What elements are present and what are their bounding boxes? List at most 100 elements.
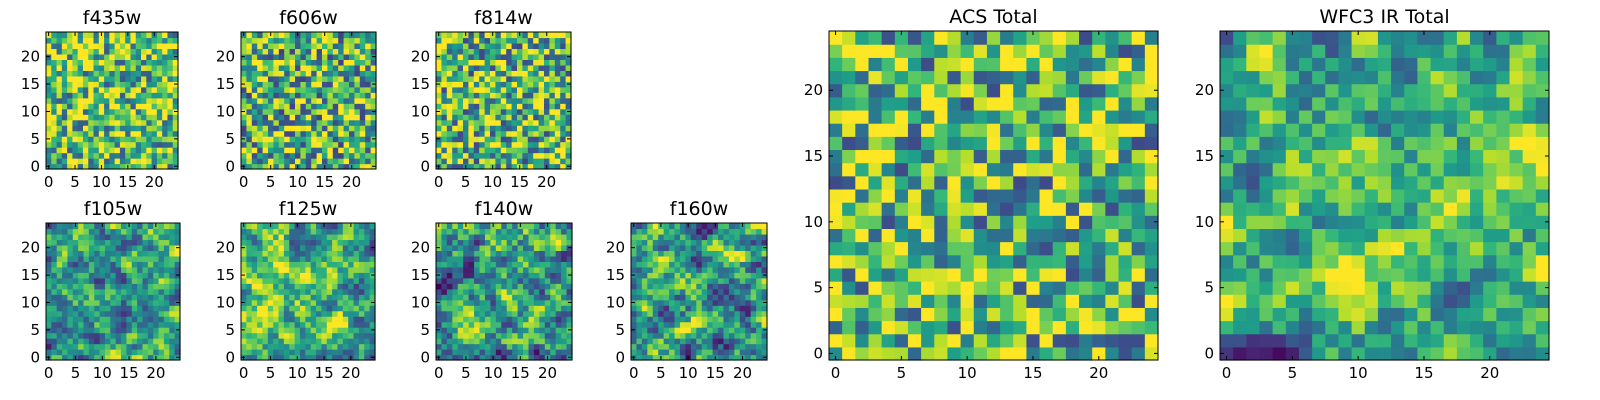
heatmap-cell bbox=[685, 332, 692, 339]
heatmap-cell bbox=[300, 125, 307, 132]
heatmap-cell bbox=[300, 59, 307, 66]
heatmap-cell bbox=[842, 241, 856, 256]
heatmap-cell bbox=[1013, 320, 1027, 335]
heatmap-cell bbox=[436, 343, 443, 350]
heatmap-cell bbox=[162, 130, 169, 137]
heatmap-cell bbox=[658, 316, 665, 323]
heatmap-cell bbox=[278, 288, 285, 295]
heatmap-cell bbox=[172, 37, 179, 44]
heatmap-cell bbox=[349, 136, 355, 143]
heatmap-cell bbox=[104, 239, 111, 246]
heatmap-cell bbox=[251, 272, 258, 279]
heatmap-cell bbox=[146, 103, 153, 110]
heatmap-cell bbox=[241, 158, 247, 165]
heatmap-cell bbox=[484, 114, 491, 121]
heatmap-cell bbox=[126, 294, 133, 301]
heatmap-cell bbox=[533, 223, 540, 230]
heatmap-cell bbox=[94, 288, 101, 295]
heatmap-cell bbox=[56, 59, 63, 66]
heatmap-cell bbox=[326, 244, 333, 251]
heatmap-cell bbox=[636, 327, 643, 334]
heatmap-cell bbox=[289, 288, 296, 295]
heatmap-cell bbox=[463, 332, 470, 339]
heatmap-cell bbox=[61, 75, 68, 82]
heatmap-cell bbox=[1079, 307, 1093, 322]
heatmap-cell bbox=[538, 103, 545, 110]
heatmap-cell bbox=[77, 163, 84, 170]
heatmap-cell bbox=[506, 299, 513, 306]
heatmap-cell bbox=[46, 288, 52, 295]
heatmap-cell bbox=[316, 158, 323, 165]
heatmap-cell bbox=[147, 349, 154, 356]
heatmap-cell bbox=[690, 321, 697, 328]
heatmap-cell bbox=[93, 152, 100, 159]
heatmap-cell bbox=[295, 103, 301, 110]
heatmap-cell bbox=[311, 158, 318, 165]
heatmap-cell bbox=[652, 338, 659, 345]
heatmap-cell bbox=[364, 266, 371, 273]
heatmap-cell bbox=[354, 48, 361, 55]
heatmap-cell bbox=[332, 70, 339, 77]
heatmap-cell bbox=[349, 70, 355, 77]
heatmap-cell bbox=[495, 321, 502, 328]
heatmap-cell bbox=[756, 283, 763, 290]
heatmap-cell bbox=[490, 294, 497, 301]
heatmap-cell bbox=[82, 141, 89, 148]
heatmap-cell bbox=[658, 261, 665, 268]
heatmap-cell bbox=[142, 272, 149, 279]
heatmap-cell bbox=[495, 59, 502, 66]
heatmap-cell bbox=[104, 343, 111, 350]
heatmap-cell bbox=[457, 294, 464, 301]
heatmap-cell bbox=[500, 136, 507, 143]
heatmap-cell bbox=[707, 233, 714, 241]
heatmap-cell bbox=[241, 255, 247, 262]
heatmap-cell bbox=[46, 321, 52, 328]
heatmap-cell bbox=[495, 244, 502, 251]
heatmap-cell bbox=[354, 81, 361, 88]
heatmap-cell bbox=[121, 233, 127, 241]
heatmap-cell bbox=[115, 266, 122, 273]
heatmap-cell bbox=[495, 108, 502, 115]
heatmap-cell bbox=[354, 32, 361, 39]
heatmap-cell bbox=[538, 125, 545, 132]
heatmap-cell bbox=[523, 343, 530, 350]
heatmap-cell bbox=[701, 305, 708, 312]
heatmap-cell bbox=[56, 250, 63, 257]
heatmap-cell bbox=[321, 255, 328, 262]
heatmap-cell bbox=[300, 48, 307, 55]
heatmap-cell bbox=[267, 321, 274, 328]
heatmap-cell bbox=[554, 81, 561, 88]
heatmap-cell bbox=[82, 75, 89, 82]
heatmap-cell bbox=[163, 305, 170, 312]
heatmap-cell bbox=[311, 119, 318, 126]
heatmap-cell bbox=[734, 316, 741, 323]
heatmap-cell bbox=[452, 130, 459, 137]
heatmap-cell bbox=[300, 81, 307, 88]
heatmap-cell bbox=[436, 125, 442, 132]
heatmap-cell bbox=[172, 125, 179, 132]
heatmap-cell bbox=[560, 125, 567, 132]
heatmap-cell bbox=[172, 32, 179, 39]
heatmap-cell bbox=[46, 48, 52, 55]
heatmap-cell bbox=[273, 316, 280, 323]
heatmap-cell bbox=[523, 316, 530, 323]
heatmap-cell bbox=[734, 332, 741, 339]
heatmap-cell bbox=[641, 277, 648, 284]
heatmap-cell bbox=[327, 32, 334, 39]
heatmap-cell bbox=[326, 305, 333, 312]
heatmap-cell bbox=[342, 316, 349, 323]
heatmap-cell bbox=[321, 288, 328, 295]
heatmap-cell bbox=[1144, 175, 1159, 190]
heatmap-cell bbox=[549, 37, 556, 44]
heatmap-cell bbox=[257, 223, 264, 230]
heatmap-cell bbox=[457, 42, 464, 50]
heatmap-cell bbox=[934, 267, 949, 282]
heatmap-cell bbox=[761, 343, 768, 350]
heatmap-cell bbox=[739, 343, 746, 350]
heatmap-cell bbox=[528, 277, 535, 284]
heatmap-cell bbox=[479, 343, 486, 350]
heatmap-cell bbox=[77, 158, 84, 165]
heatmap-cell bbox=[484, 228, 491, 235]
